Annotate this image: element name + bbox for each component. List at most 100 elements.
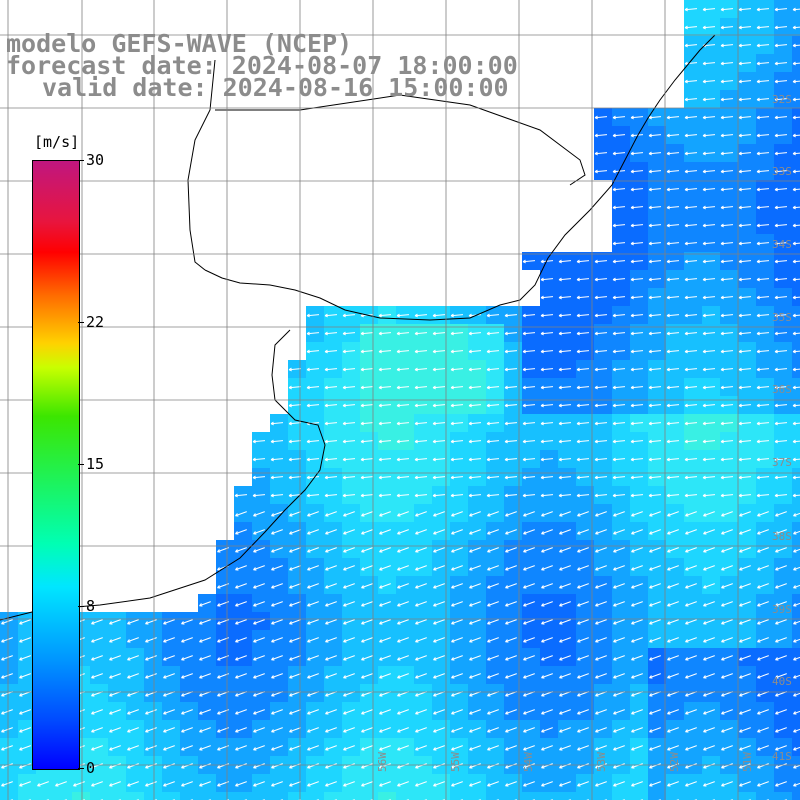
wind-arrow-head [684, 315, 688, 318]
wind-arrow [631, 547, 643, 553]
wind-arrow [667, 709, 679, 715]
wind-arrow [756, 80, 770, 83]
wind-arrow-head [684, 207, 688, 210]
wind-arrow-head [702, 405, 706, 408]
wind-arrow [361, 673, 373, 679]
wind-arrow-head [738, 441, 742, 444]
wind-arrow-head [702, 171, 706, 174]
colorbar-tick-label: 0 [86, 759, 96, 777]
wind-arrow [738, 98, 752, 101]
wind-arrow-head [792, 117, 796, 120]
wind-arrow [577, 583, 589, 589]
wind-arrow-head [630, 207, 634, 210]
wind-arrow [793, 674, 800, 679]
wind-arrow [378, 494, 392, 497]
wind-arrow [738, 152, 752, 155]
wind-arrow [648, 242, 662, 245]
wind-arrow [774, 242, 788, 245]
wind-arrow [361, 709, 373, 715]
wind-arrow-head [648, 369, 652, 372]
wind-arrow [504, 458, 518, 461]
speed-cell [0, 792, 18, 800]
colorbar-tick-label: 30 [86, 151, 105, 169]
wind-arrow [738, 8, 752, 11]
wind-arrow [648, 476, 662, 479]
wind-arrow-head [630, 477, 634, 480]
wind-arrow [684, 314, 698, 317]
wind-arrow-head [324, 387, 328, 390]
wind-arrow [684, 152, 698, 155]
wind-arrow [415, 673, 427, 679]
wind-arrow [738, 476, 752, 479]
wind-arrow [361, 511, 373, 517]
wind-arrow [702, 458, 716, 461]
wind-arrow [361, 655, 373, 661]
wind-arrow-head [468, 459, 472, 462]
wind-arrow [306, 494, 320, 497]
wind-arrow-head [756, 387, 760, 390]
wind-arrow [523, 529, 535, 535]
wind-arrow [486, 350, 500, 353]
wind-arrow [739, 565, 751, 571]
wind-arrow [685, 529, 697, 535]
wind-arrow-head [702, 423, 706, 426]
wind-arrow [630, 170, 644, 173]
wind-arrow [378, 458, 392, 461]
wind-arrow [738, 440, 752, 443]
wind-arrow-head [342, 495, 346, 498]
wind-arrow [253, 745, 265, 751]
wind-arrow [739, 709, 751, 715]
wind-arrow [774, 404, 788, 407]
wind-arrow [523, 673, 535, 679]
wind-arrow [576, 386, 590, 389]
wind-arrow [414, 458, 428, 461]
wind-arrow-head [522, 369, 526, 372]
wind-arrow-head [612, 243, 616, 246]
wind-arrow [523, 709, 535, 715]
wind-arrow [630, 296, 644, 299]
wind-arrow [109, 709, 121, 715]
wind-arrow-head [288, 387, 292, 390]
wind-arrow-head [666, 261, 670, 264]
wind-arrow [379, 583, 391, 589]
wind-arrow-head [666, 279, 670, 282]
wind-arrow [738, 62, 752, 65]
wind-arrow-head [720, 459, 724, 462]
wind-arrow [684, 404, 698, 407]
wind-arrow-head [540, 369, 544, 372]
wind-arrow-head [792, 99, 796, 102]
wind-arrow-head [288, 495, 292, 498]
wind-arrow [720, 296, 734, 299]
wind-arrow [307, 547, 319, 553]
wind-arrow [775, 709, 787, 715]
wind-arrow-head [468, 387, 472, 390]
wind-arrow-head [648, 405, 652, 408]
wind-arrow [595, 529, 607, 535]
wind-arrow [487, 601, 499, 607]
wind-arrow [757, 709, 769, 715]
speed-cell [450, 792, 468, 800]
wind-arrow [379, 529, 391, 535]
wind-arrow-head [738, 9, 742, 12]
wind-arrow [505, 745, 517, 751]
wind-arrow [702, 98, 716, 101]
wind-arrow-head [342, 315, 346, 318]
wind-arrow [343, 655, 355, 661]
wind-arrow [289, 745, 301, 751]
wind-arrow-head [774, 207, 778, 210]
wind-arrow-head [432, 423, 436, 426]
wind-arrow [721, 673, 733, 679]
colorbar-tick-mark [78, 605, 84, 607]
wind-arrow [199, 745, 211, 751]
wind-arrow [360, 404, 374, 407]
wind-arrow [576, 332, 590, 335]
wind-arrow [361, 529, 373, 535]
wind-arrow-head [594, 459, 598, 462]
wind-arrow [414, 386, 428, 389]
wind-arrow [433, 673, 445, 679]
wind-arrow-head [774, 495, 778, 498]
wind-arrow-head [342, 423, 346, 426]
wind-arrow [684, 134, 698, 137]
wind-arrow-head [648, 243, 652, 246]
wind-arrow [306, 440, 320, 443]
